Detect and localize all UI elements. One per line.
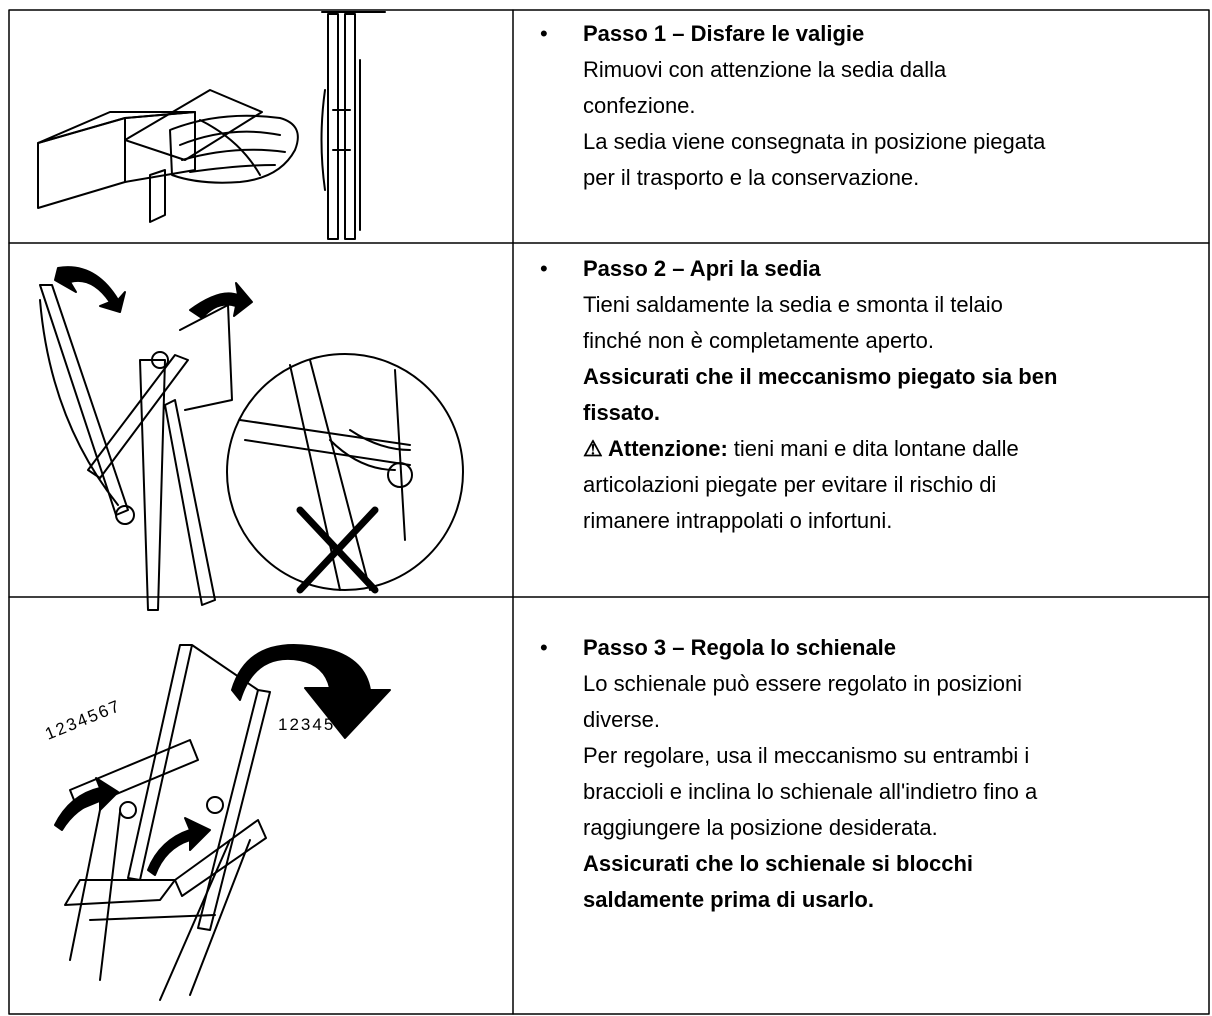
opening-illustration xyxy=(39,266,464,611)
text-line: finché non è completamente aperto. xyxy=(583,328,935,353)
bullet: • xyxy=(540,635,548,660)
text-line: Lo schienale può essere regolato in posi… xyxy=(583,671,1023,696)
text-line: braccioli e inclina lo schienale all'ind… xyxy=(583,779,1038,804)
text-line: confezione. xyxy=(583,93,696,118)
bullet: • xyxy=(540,21,548,46)
text-line: per il trasporto e la conservazione. xyxy=(583,165,920,190)
emphasis-line: Assicurati che il meccanismo piegato sia… xyxy=(583,364,1058,389)
text-line: rimanere intrappolati o infortuni. xyxy=(583,508,893,533)
position-numbers: 1234567 xyxy=(278,715,358,734)
table-border xyxy=(8,9,1210,1015)
text-line: articolazioni piegate per evitare il ris… xyxy=(583,472,997,497)
text-line: Tieni saldamente la sedia e smonta il te… xyxy=(583,292,1003,317)
emphasis-line: Assicurati che lo schienale si blocchi xyxy=(583,851,974,876)
text-line: Rimuovi con attenzione la sedia dalla xyxy=(583,57,947,82)
emphasis-line: fissato. xyxy=(583,400,661,425)
unpacking-illustration xyxy=(37,11,386,240)
position-numbers: 1234567 xyxy=(42,696,123,744)
text-line: raggiungere la posizione desiderata. xyxy=(583,815,938,840)
step-1: Passo 1 – Disfare le valigie Rimuovi con… xyxy=(583,16,1045,196)
text-line: tieni mani e dita lontane dalle xyxy=(733,436,1019,461)
step-title: Passo 3 – Regola lo schienale xyxy=(583,635,897,660)
step-3: Passo 3 – Regola lo schienale Lo schiena… xyxy=(583,630,1037,918)
step-2: Passo 2 – Apri la sedia Tieni saldamente… xyxy=(583,251,1057,539)
recline-illustration: 1234567 1234567 xyxy=(42,644,391,1001)
bullet: • xyxy=(540,256,548,281)
warning-line: ⚠ Attenzione: tieni mani e dita lontane d… xyxy=(583,431,1057,467)
text-line: Per regolare, usa il meccanismo su entra… xyxy=(583,743,1030,768)
warning-label: ⚠ Attenzione: xyxy=(583,436,728,461)
step-title: Passo 1 – Disfare le valigie xyxy=(583,21,865,46)
emphasis-line: saldamente prima di usarlo. xyxy=(583,887,874,912)
text-line: diverse. xyxy=(583,707,661,732)
step-title: Passo 2 – Apri la sedia xyxy=(583,256,821,281)
text-line: La sedia viene consegnata in posizione p… xyxy=(583,129,1046,154)
